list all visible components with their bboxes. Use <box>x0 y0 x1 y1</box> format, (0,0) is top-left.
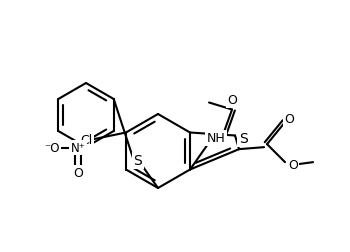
Text: S: S <box>134 153 142 167</box>
Text: O: O <box>288 158 298 171</box>
Text: N⁺: N⁺ <box>70 141 85 154</box>
Text: O: O <box>227 94 237 107</box>
Text: S: S <box>239 132 247 146</box>
Text: Cl: Cl <box>80 134 92 147</box>
Text: NH: NH <box>206 132 225 144</box>
Text: O: O <box>284 112 294 125</box>
Text: ⁻O: ⁻O <box>44 141 60 154</box>
Text: O: O <box>73 166 83 179</box>
